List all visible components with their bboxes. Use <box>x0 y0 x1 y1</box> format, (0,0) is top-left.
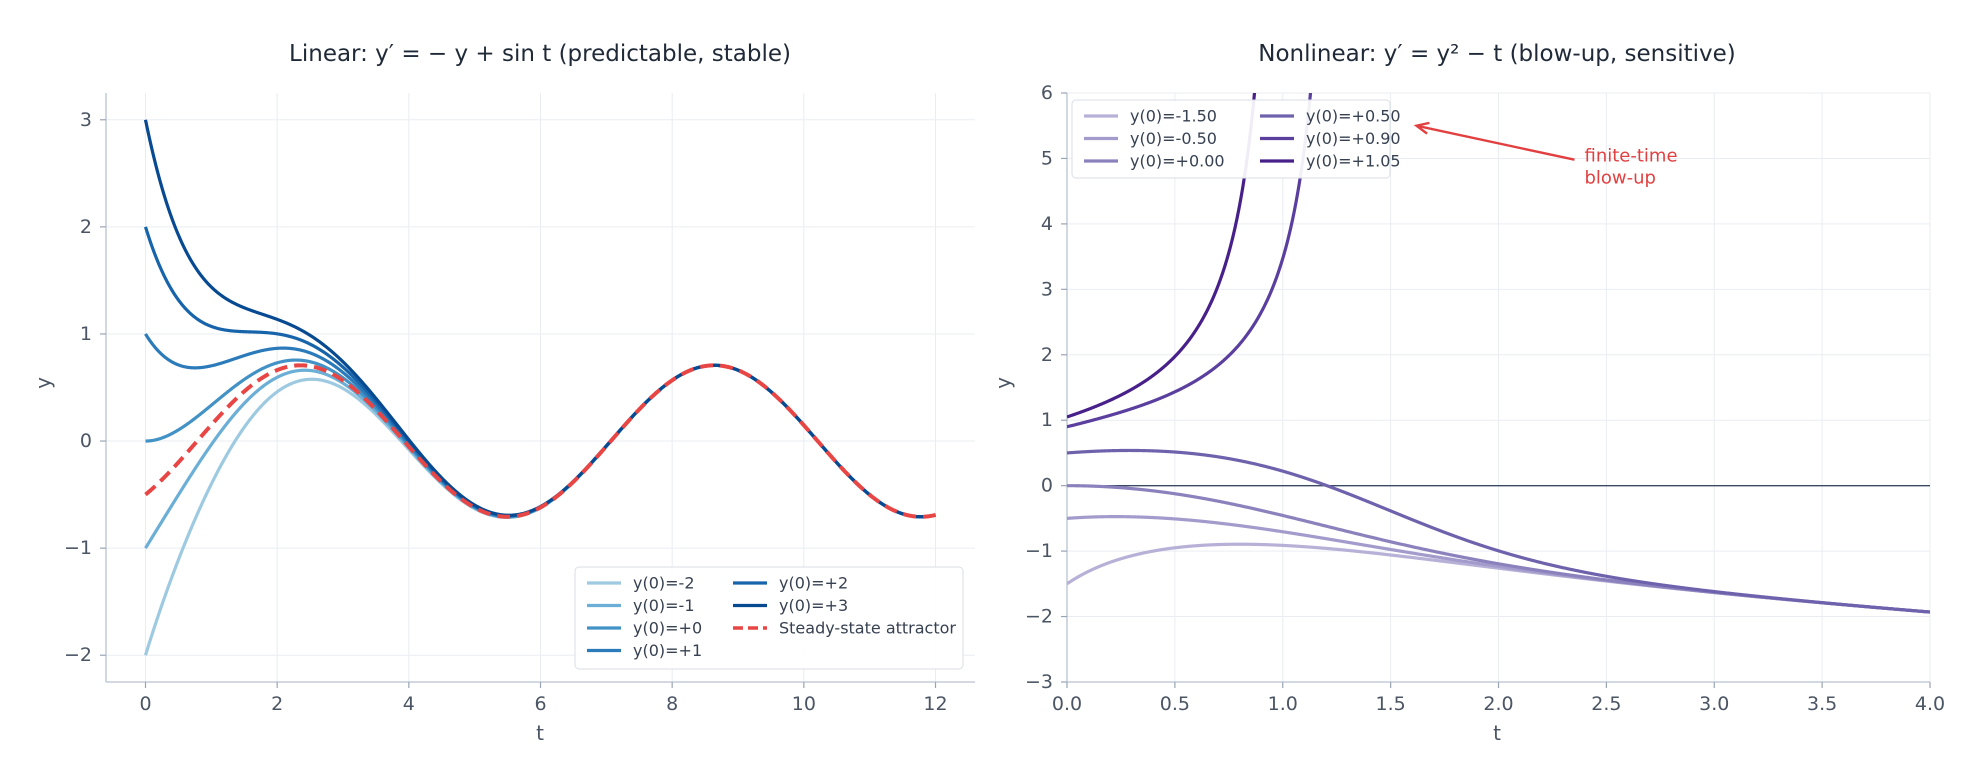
y-tick-label: 3 <box>1041 278 1053 300</box>
legend-entry-label: y(0)=-1 <box>633 596 695 615</box>
linear-x-axis-label: t <box>536 721 544 745</box>
annotation-text: finite-time <box>1584 146 1677 167</box>
linear-chart-title: Linear: y′ = − y + sin t (predictable, s… <box>289 41 791 67</box>
annotation-text: blow-up <box>1584 168 1656 189</box>
x-tick-label: 4 <box>403 693 415 715</box>
y-tick-label: 3 <box>80 109 92 131</box>
nonlinear-chart-panel: Nonlinear: y′ = y² − t (blow-up, sensiti… <box>991 41 1945 745</box>
y-tick-label: 5 <box>1041 147 1053 169</box>
legend-entry-label: y(0)=+0.00 <box>1130 152 1225 171</box>
x-tick-label: 2.0 <box>1483 693 1513 715</box>
x-tick-label: 6 <box>534 693 546 715</box>
y-tick-label: −2 <box>64 644 92 666</box>
x-tick-label: 0.5 <box>1160 693 1190 715</box>
y-tick-label: 6 <box>1041 82 1053 104</box>
legend-frame <box>574 566 964 670</box>
y-tick-label: 2 <box>1041 344 1053 366</box>
x-tick-label: 4.0 <box>1915 693 1945 715</box>
x-tick-label: 12 <box>923 693 947 715</box>
y-tick-label: −3 <box>1025 671 1053 693</box>
legend-frame <box>1071 99 1391 179</box>
legend-entry-label: y(0)=+1 <box>633 641 702 660</box>
series-group <box>143 119 938 656</box>
legend-entry-label: y(0)=-2 <box>633 574 695 593</box>
nonlinear-chart-title: Nonlinear: y′ = y² − t (blow-up, sensiti… <box>1258 41 1736 67</box>
legend-entry-label: y(0)=+2 <box>779 574 848 593</box>
annotation-arrow <box>1416 124 1575 161</box>
legend: y(0)=-1.50 y(0)=-0.50 y(0)=+0.00 y(0)=+0.50… <box>1071 99 1401 179</box>
series-line <box>1067 448 1930 614</box>
legend-entry-label: y(0)=+3 <box>779 596 848 615</box>
x-tick-label: 8 <box>666 693 678 715</box>
legend-entry-label: y(0)=+0.50 <box>1306 107 1401 126</box>
nonlinear-y-axis-label: y <box>991 377 1015 389</box>
legend-entry-label: y(0)=+1.05 <box>1306 152 1401 171</box>
y-tick-label: 1 <box>1041 409 1053 431</box>
series-line <box>1067 93 1313 429</box>
y-tick-label: −1 <box>64 537 92 559</box>
annotation-arrowhead <box>1413 121 1430 135</box>
y-tick-label: 0 <box>1041 475 1053 497</box>
y-tick-label: −2 <box>1025 606 1053 628</box>
legend-entry-label: y(0)=+0 <box>633 619 702 638</box>
x-tick-label: 1.5 <box>1376 693 1406 715</box>
x-tick-label: 2 <box>271 693 283 715</box>
y-tick-label: 1 <box>80 323 92 345</box>
gridlines <box>1066 92 1931 683</box>
y-tick-label: 0 <box>80 430 92 452</box>
y-tick-label: 4 <box>1041 213 1053 235</box>
x-tick-label: 1.0 <box>1268 693 1298 715</box>
x-tick-label: 3.0 <box>1699 693 1729 715</box>
linear-chart-panel: Linear: y′ = − y + sin t (predictable, s… <box>31 41 975 745</box>
legend: y(0)=-2 y(0)=-1 y(0)=+0 y(0)=+1 y(0)=+2 y(0)=… <box>574 566 964 670</box>
x-tick-label: 2.5 <box>1591 693 1621 715</box>
series-group <box>1067 93 1930 614</box>
legend-entry-label: y(0)=+0.90 <box>1306 129 1401 148</box>
y-tick-label: −1 <box>1025 540 1053 562</box>
x-tick-label: 0 <box>139 693 151 715</box>
legend-entry-label: y(0)=-0.50 <box>1130 129 1217 148</box>
series-line <box>143 363 938 519</box>
x-tick-label: 3.5 <box>1807 693 1837 715</box>
linear-y-axis-label: y <box>31 377 55 389</box>
y-tick-label: 2 <box>80 216 92 238</box>
gridlines <box>106 93 975 682</box>
x-tick-label: 10 <box>792 693 816 715</box>
legend-entry-label: y(0)=-1.50 <box>1130 107 1217 126</box>
legend-entry-label: Steady-state attractor <box>779 619 956 638</box>
x-tick-label: 0.0 <box>1052 693 1082 715</box>
nonlinear-x-axis-label: t <box>1493 721 1501 745</box>
